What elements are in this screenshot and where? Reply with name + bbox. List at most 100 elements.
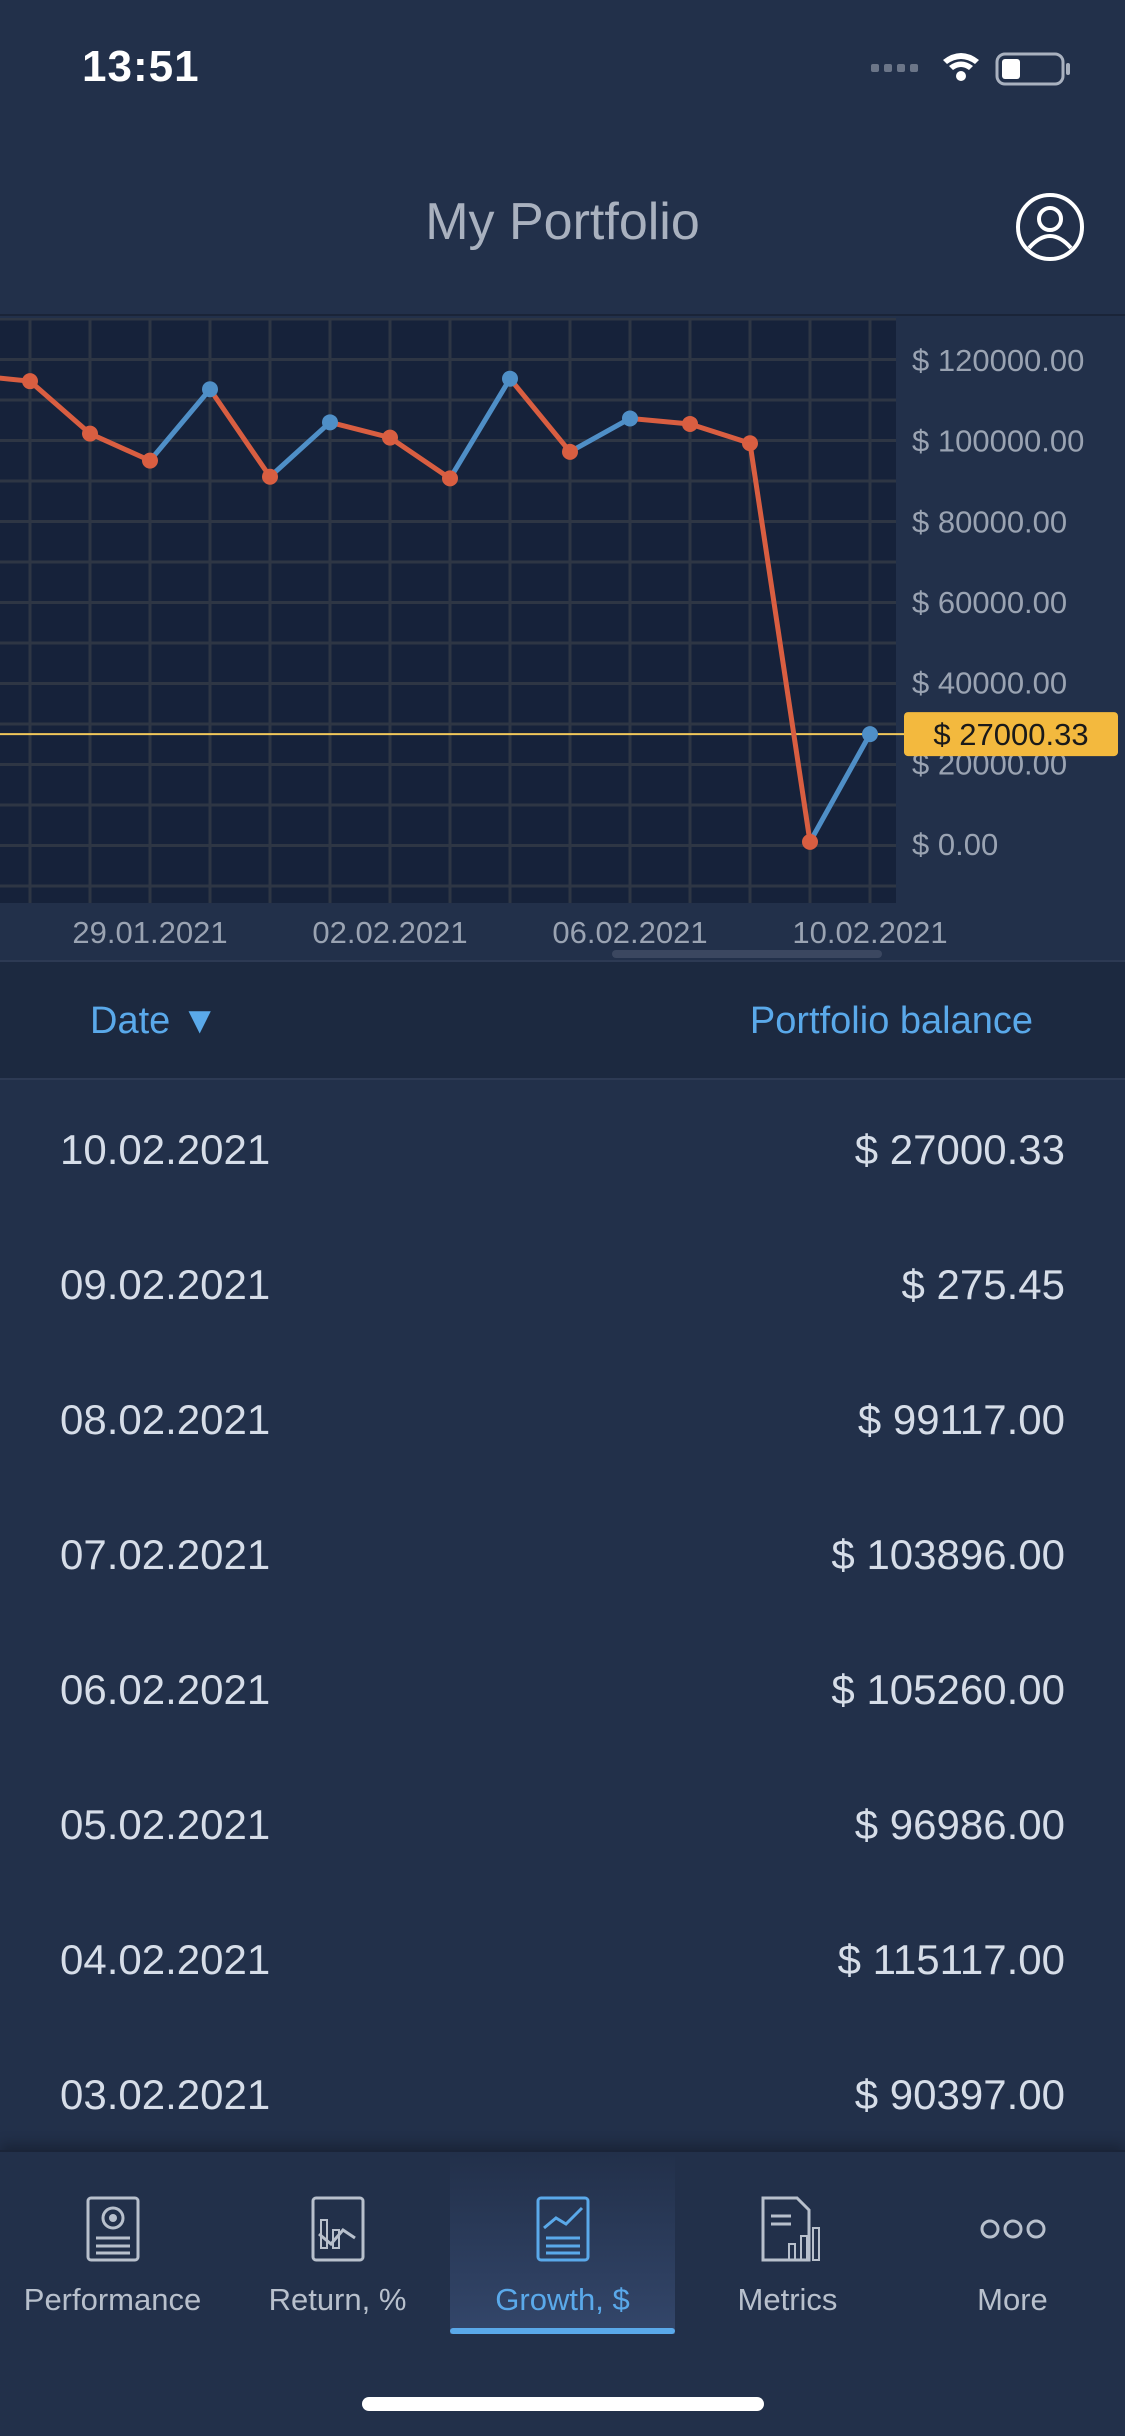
row-balance: $ 27000.33 <box>854 1126 1065 1173</box>
row-balance: $ 105260.00 <box>831 1666 1065 1713</box>
current-value-label: $ 27000.33 <box>933 717 1088 752</box>
row-balance: $ 115117.00 <box>837 1936 1065 1983</box>
tab-return[interactable]: Return, % <box>225 2152 450 2334</box>
row-date: 09.02.2021 <box>60 1261 271 1308</box>
data-point <box>382 429 398 446</box>
row-balance: $ 96986.00 <box>854 1801 1065 1848</box>
balance-column-header[interactable]: Portfolio balance <box>749 1000 1033 1042</box>
data-point <box>502 370 518 387</box>
tab-bar: Performance Return, % Growth, $ <box>0 2150 1125 2436</box>
y-tick-label: $ 80000.00 <box>912 504 1067 539</box>
user-circle-icon[interactable] <box>1015 192 1085 262</box>
status-time: 13:51 <box>82 42 200 91</box>
row-balance: $ 275.45 <box>901 1261 1066 1308</box>
series-segment <box>0 375 33 384</box>
series-segment <box>567 415 633 455</box>
battery-icon <box>995 52 1070 86</box>
table-row[interactable]: 09.02.2021 $ 275.45 <box>0 1217 1125 1352</box>
return-chart-icon <box>311 2196 365 2262</box>
tab-performance[interactable]: Performance <box>0 2152 225 2334</box>
signal-icon <box>871 64 918 72</box>
table-row[interactable]: 05.02.2021 $ 96986.00 <box>0 1757 1125 1892</box>
row-balance: $ 103896.00 <box>831 1531 1065 1578</box>
tab-label: More <box>977 2282 1048 2317</box>
table-row[interactable]: 08.02.2021 $ 99117.00 <box>0 1352 1125 1487</box>
y-tick-label: $ 60000.00 <box>912 585 1067 620</box>
series-segment <box>27 378 93 437</box>
series-segment <box>507 376 573 455</box>
series-segment <box>687 421 753 446</box>
row-date: 07.02.2021 <box>60 1531 271 1578</box>
more-dots-icon <box>980 2219 1046 2239</box>
series-segment <box>747 440 813 845</box>
table-row[interactable]: 03.02.2021 $ 90397.00 <box>0 2027 1125 2162</box>
row-date: 03.02.2021 <box>60 2071 271 2118</box>
series-segment <box>267 419 333 480</box>
balance-list: 10.02.2021 $ 27000.33 09.02.2021 $ 275.4… <box>0 1082 1125 2162</box>
y-tick-label: $ 100000.00 <box>912 424 1084 459</box>
data-point <box>262 468 278 485</box>
x-tick-label: 02.02.2021 <box>312 915 467 950</box>
data-point <box>802 833 818 850</box>
y-tick-label: $ 120000.00 <box>912 343 1084 378</box>
table-row[interactable]: 04.02.2021 $ 115117.00 <box>0 1892 1125 2027</box>
data-point <box>322 414 338 431</box>
chart-canvas[interactable]: $ 0.00$ 20000.00$ 40000.00$ 60000.00$ 80… <box>0 318 1125 958</box>
row-date: 04.02.2021 <box>60 1936 271 1983</box>
series-segment <box>627 415 693 427</box>
page-title: My Portfolio <box>425 193 700 251</box>
series-segment <box>87 431 153 464</box>
series-segment <box>807 731 873 845</box>
wifi-icon <box>943 53 979 81</box>
row-date: 08.02.2021 <box>60 1396 271 1443</box>
series-segment <box>207 386 273 480</box>
series-segment <box>387 435 453 481</box>
status-icons <box>871 52 1070 86</box>
table-row[interactable]: 07.02.2021 $ 103896.00 <box>0 1487 1125 1622</box>
data-point <box>142 452 158 469</box>
home-indicator <box>362 2397 764 2411</box>
tab-growth[interactable]: Growth, $ <box>450 2152 675 2334</box>
tab-more[interactable]: More <box>900 2152 1125 2334</box>
data-point <box>682 415 698 432</box>
data-point <box>862 726 878 743</box>
current-value-badge <box>904 712 1118 757</box>
table-row[interactable]: 06.02.2021 $ 105260.00 <box>0 1622 1125 1757</box>
y-tick-label: $ 0.00 <box>912 827 998 862</box>
performance-icon <box>86 2196 140 2262</box>
y-tick-label: $ 40000.00 <box>912 666 1067 701</box>
row-date: 10.02.2021 <box>60 1126 271 1173</box>
row-date: 05.02.2021 <box>60 1801 271 1848</box>
x-tick-label: 29.01.2021 <box>72 915 227 950</box>
plot-background <box>0 318 896 903</box>
row-balance: $ 90397.00 <box>854 2071 1065 2118</box>
x-tick-label: 06.02.2021 <box>552 915 707 950</box>
table-header: Date ▼ Portfolio balance <box>0 960 1125 1080</box>
chart-scroll-indicator[interactable] <box>612 950 882 958</box>
table-row[interactable]: 10.02.2021 $ 27000.33 <box>0 1082 1125 1217</box>
data-point <box>562 443 578 460</box>
data-point <box>622 410 638 427</box>
data-point <box>22 373 38 390</box>
tab-metrics[interactable]: Metrics <box>675 2152 900 2334</box>
metrics-icon <box>761 2196 820 2262</box>
data-point <box>742 435 758 452</box>
x-tick-label: 10.02.2021 <box>792 915 947 950</box>
tab-label: Growth, $ <box>495 2282 630 2317</box>
growth-chart-icon <box>536 2196 590 2262</box>
series-segment <box>447 376 513 481</box>
active-tab-indicator <box>450 2328 675 2334</box>
navigation-bar: My Portfolio <box>0 130 1125 316</box>
tab-label: Return, % <box>268 2282 407 2317</box>
date-column-header[interactable]: Date ▼ <box>90 1000 219 1042</box>
data-point <box>202 381 218 398</box>
data-point <box>442 470 458 487</box>
tab-label: Performance <box>23 2282 202 2317</box>
series-segment <box>147 386 213 464</box>
data-point <box>82 425 98 442</box>
tab-label: Metrics <box>737 2282 838 2317</box>
row-balance: $ 99117.00 <box>857 1396 1065 1443</box>
growth-chart[interactable]: $ 0.00 $ 20000.00 $ 40000.00 $ 60000.00 $ 80… <box>0 318 1125 958</box>
row-date: 06.02.2021 <box>60 1666 271 1713</box>
status-bar: 13:51 <box>0 0 1125 130</box>
